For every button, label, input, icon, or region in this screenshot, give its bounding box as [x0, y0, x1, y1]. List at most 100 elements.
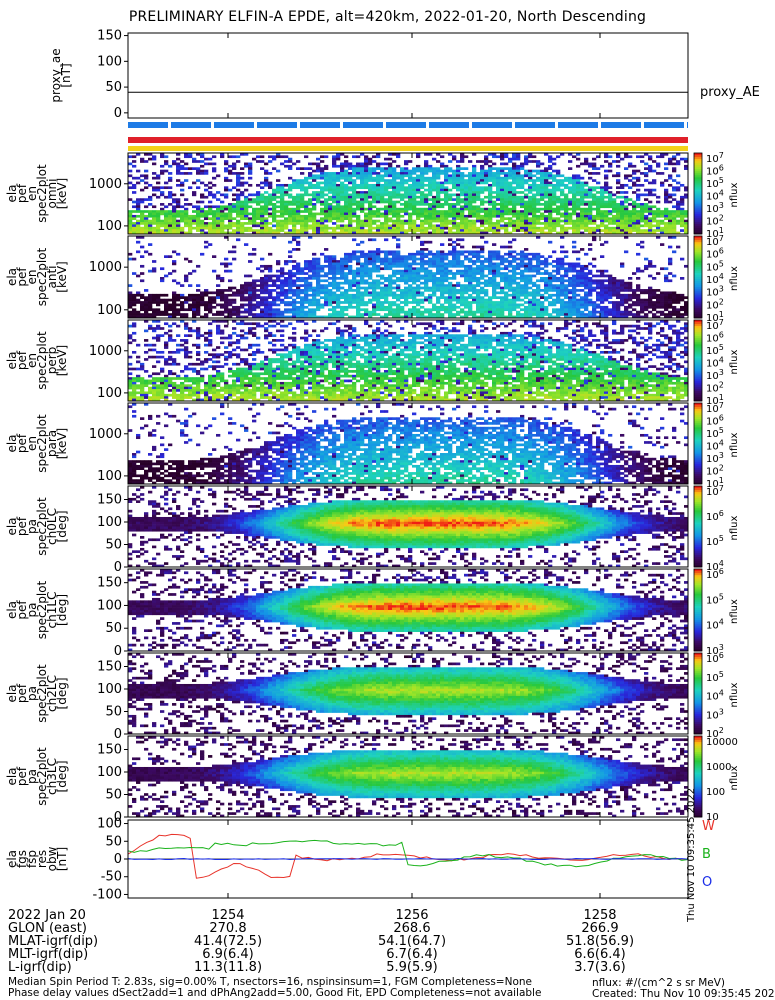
- heatmap-cell: [464, 194, 468, 197]
- heatmap-cell: [156, 224, 160, 227]
- heatmap-cell: [392, 177, 396, 180]
- heatmap-cell: [396, 177, 400, 180]
- heatmap-cell: [300, 186, 304, 189]
- heatmap-cell: [368, 170, 372, 173]
- heatmap-cell: [176, 210, 180, 213]
- heatmap-cell: [312, 198, 316, 201]
- heatmap-cell: [240, 227, 244, 230]
- heatmap-cell: [308, 289, 312, 292]
- heatmap-cell: [600, 213, 604, 216]
- heatmap-cell: [476, 182, 480, 185]
- heatmap-cell: [288, 250, 292, 253]
- heatmap-cell: [336, 205, 340, 208]
- heatmap-cell: [152, 220, 156, 223]
- heatmap-cell: [304, 282, 308, 285]
- heatmap-cell: [596, 201, 600, 204]
- heatmap-cell: [396, 265, 400, 268]
- heatmap-cell: [224, 189, 228, 192]
- heatmap-cell: [408, 205, 412, 208]
- heatmap-cell: [512, 229, 516, 232]
- heatmap-cell: [344, 299, 348, 302]
- heatmap-cell: [376, 282, 380, 285]
- heatmap-cell: [508, 170, 512, 173]
- heatmap-cell: [440, 163, 444, 166]
- heatmap-cell: [268, 155, 272, 158]
- heatmap-cell: [644, 220, 648, 223]
- heatmap-cell: [384, 182, 388, 185]
- heatmap-cell: [432, 213, 436, 216]
- heatmap-cell: [408, 174, 412, 177]
- heatmap-cell: [512, 208, 516, 211]
- heatmap-cell: [528, 294, 532, 297]
- heatmap-cell: [304, 179, 308, 182]
- heatmap-cell: [304, 277, 308, 280]
- heatmap-cell: [248, 308, 252, 311]
- heatmap-cell: [600, 196, 604, 199]
- heatmap-cell: [408, 296, 412, 299]
- heatmap-cell: [156, 189, 160, 192]
- heatmap-cell: [584, 210, 588, 213]
- heatmap-cell: [556, 205, 560, 208]
- heatmap-cell: [328, 277, 332, 280]
- heatmap-cell: [336, 155, 340, 158]
- heatmap-cell: [224, 265, 228, 268]
- heatmap-cell: [616, 217, 620, 220]
- heatmap-cell: [312, 220, 316, 223]
- heatmap-cell: [540, 186, 544, 189]
- heatmap-cell: [380, 306, 384, 309]
- heatmap-cell: [676, 189, 680, 192]
- heatmap-cell: [532, 275, 536, 278]
- heatmap-cell: [300, 277, 304, 280]
- heatmap-cell: [216, 208, 220, 211]
- heatmap-cell: [384, 250, 388, 253]
- heatmap-cell: [428, 299, 432, 302]
- heatmap-cell: [136, 177, 140, 180]
- heatmap-cell: [444, 299, 448, 302]
- heatmap-cell: [568, 208, 572, 211]
- heatmap-cell: [544, 177, 548, 180]
- heatmap-cell: [296, 263, 300, 266]
- heatmap-cell: [292, 279, 296, 282]
- heatmap-cell: [396, 215, 400, 218]
- heatmap-cell: [172, 263, 176, 266]
- heatmap-cell: [484, 222, 488, 225]
- heatmap-cell: [456, 208, 460, 211]
- heatmap-cell: [536, 160, 540, 163]
- heatmap-cell: [388, 304, 392, 307]
- heatmap-cell: [524, 267, 528, 270]
- heatmap-cell: [376, 201, 380, 204]
- heatmap-cell: [432, 306, 436, 309]
- heatmap-cell: [380, 174, 384, 177]
- heatmap-cell: [268, 313, 272, 316]
- heatmap-cell: [664, 198, 668, 201]
- heatmap-cell: [672, 213, 676, 216]
- heatmap-cell: [176, 215, 180, 218]
- heatmap-cell: [636, 155, 640, 158]
- heatmap-cell: [160, 299, 164, 302]
- heatmap-cell: [452, 241, 456, 244]
- heatmap-cell: [308, 227, 312, 230]
- heatmap-cell: [400, 196, 404, 199]
- heatmap-cell: [568, 182, 572, 185]
- heatmap-cell: [296, 294, 300, 297]
- heatmap-cell: [176, 213, 180, 216]
- heatmap-cell: [264, 282, 268, 285]
- heatmap-cell: [128, 311, 132, 314]
- heatmap-cell: [676, 203, 680, 206]
- heatmap-cell: [428, 210, 432, 213]
- heatmap-cell: [448, 301, 452, 304]
- colorbar-label: nflux: [729, 183, 740, 208]
- heatmap-cell: [452, 289, 456, 292]
- heatmap-cell: [388, 167, 392, 170]
- heatmap-cell: [332, 191, 336, 194]
- heatmap-cell: [320, 160, 324, 163]
- heatmap-cell: [156, 177, 160, 180]
- heatmap-cell: [176, 304, 180, 307]
- heatmap-cell: [592, 163, 596, 166]
- heatmap-cell: [456, 213, 460, 216]
- heatmap-cell: [472, 299, 476, 302]
- heatmap-cell: [300, 308, 304, 311]
- heatmap-cell: [384, 306, 388, 309]
- heatmap-cell: [132, 217, 136, 220]
- heatmap-cell: [636, 213, 640, 216]
